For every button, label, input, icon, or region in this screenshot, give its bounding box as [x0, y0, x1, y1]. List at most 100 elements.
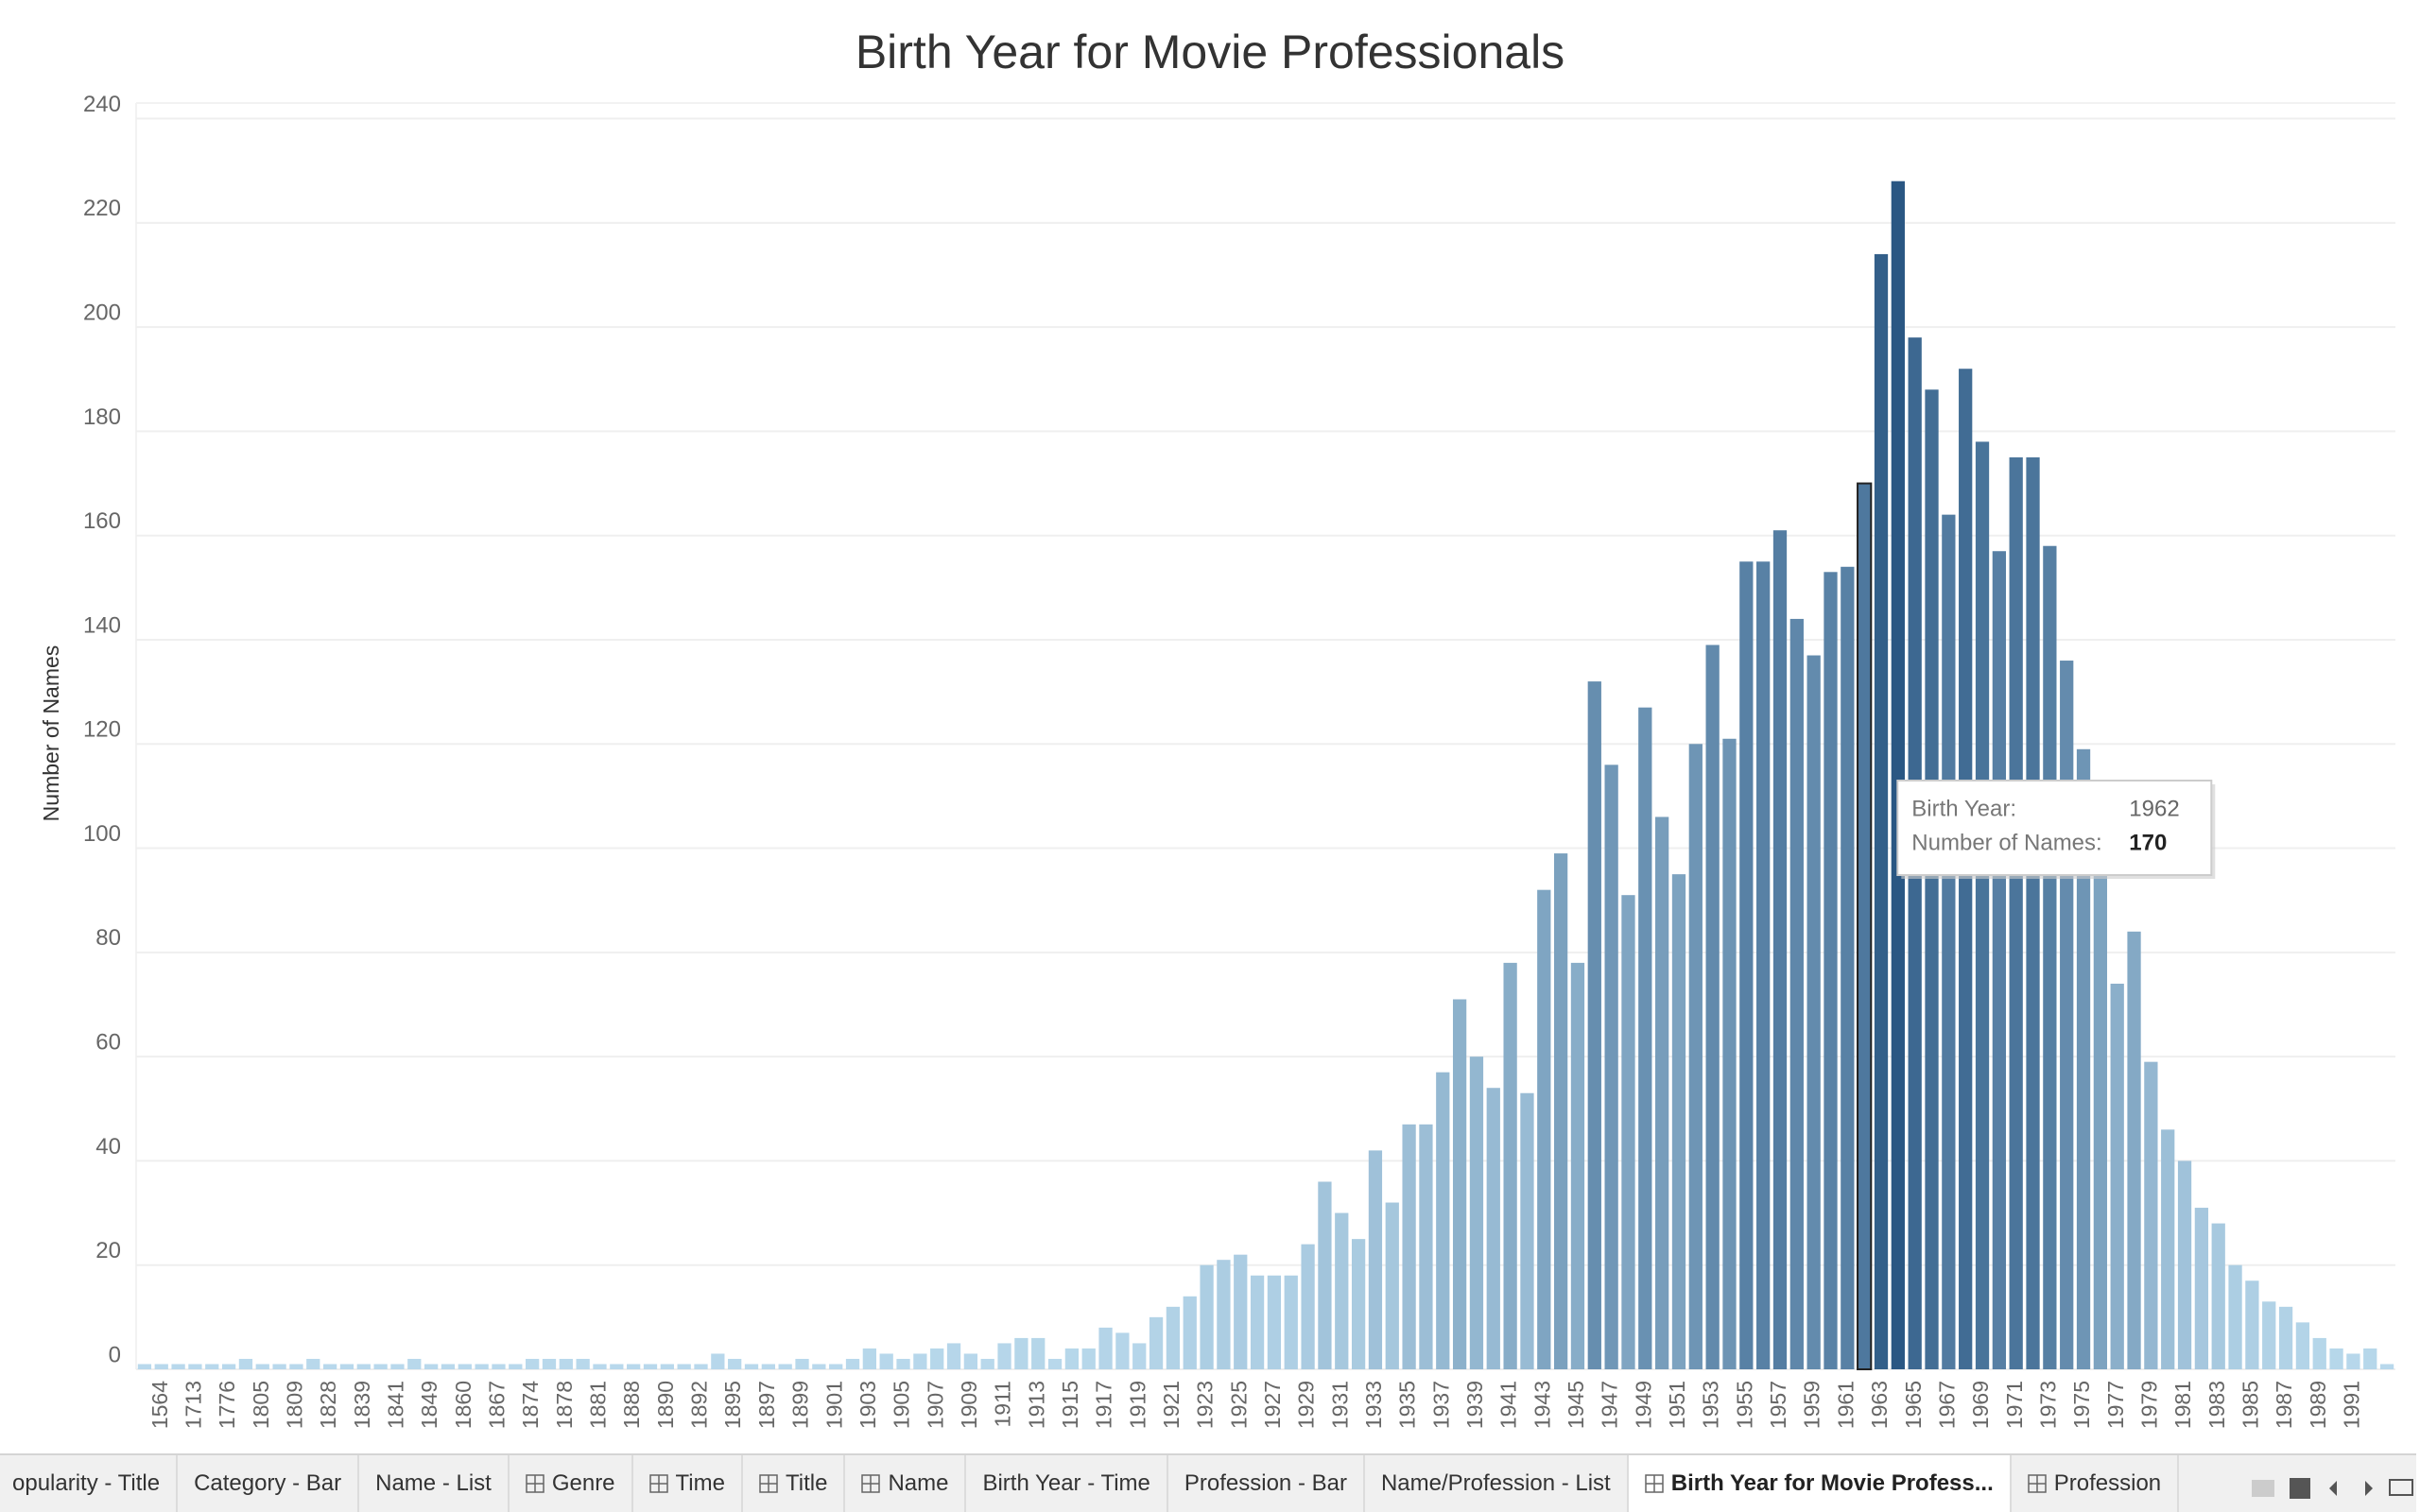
bar	[339, 1364, 354, 1369]
bar	[356, 1364, 371, 1369]
filmstrip-icon[interactable]	[2252, 1480, 2274, 1497]
bar	[1301, 1244, 1315, 1369]
tab-label: Time	[675, 1470, 725, 1496]
x-tick-label: 1989	[2306, 1381, 2330, 1429]
bar	[711, 1353, 725, 1369]
bar	[1621, 895, 1635, 1369]
bar	[1570, 962, 1585, 1369]
bar	[778, 1364, 792, 1369]
bar	[1031, 1337, 1046, 1369]
bar	[2026, 456, 2040, 1369]
y-axis-title: Number of Names	[39, 645, 63, 822]
bar	[744, 1364, 759, 1369]
sheet-tab[interactable]: Name - List	[359, 1455, 510, 1512]
bar	[2245, 1280, 2259, 1369]
x-tick-label: 1925	[1226, 1381, 1251, 1429]
tab-label: Profession - Bar	[1184, 1470, 1347, 1496]
bar	[1874, 253, 1889, 1369]
sheet-tab[interactable]: Birth Year - Time	[966, 1455, 1168, 1512]
bar	[576, 1358, 590, 1369]
bar	[1284, 1275, 1298, 1369]
x-tick-label: 1959	[1800, 1381, 1824, 1429]
bar	[1419, 1124, 1433, 1369]
x-tick-label: 1939	[1462, 1381, 1487, 1429]
bar	[1351, 1239, 1366, 1369]
sheet-tab[interactable]: Genre	[510, 1455, 633, 1512]
bar	[1925, 389, 1939, 1369]
sheet-tab[interactable]: Birth Year for Movie Profess...	[1628, 1455, 2012, 1512]
bar	[542, 1358, 557, 1369]
x-tick-label: 1941	[1496, 1381, 1521, 1429]
tooltip-value: 170	[2129, 830, 2167, 855]
bar	[390, 1364, 405, 1369]
bar	[761, 1364, 775, 1369]
bar	[660, 1364, 674, 1369]
bar	[2177, 1160, 2192, 1369]
bar	[2194, 1208, 2209, 1369]
bar	[1772, 530, 1788, 1369]
bar	[610, 1364, 624, 1369]
y-tick-label: 60	[95, 1029, 121, 1055]
bar	[1671, 874, 1686, 1369]
bar	[1789, 618, 1804, 1369]
bar	[862, 1348, 876, 1369]
bar	[2043, 545, 2057, 1369]
y-tick-label: 80	[95, 925, 121, 951]
bar	[1992, 551, 2006, 1369]
bar	[1739, 561, 1754, 1369]
sheet-tab[interactable]: Name	[845, 1455, 967, 1512]
sheet-tab[interactable]: Name/Profession - List	[1365, 1455, 1629, 1512]
bar	[221, 1364, 236, 1369]
bar	[1891, 180, 1905, 1369]
y-tick-label: 140	[83, 612, 121, 638]
sheet-tab[interactable]: Title	[743, 1455, 846, 1512]
tooltip-label: Number of Names:	[1911, 830, 2101, 855]
bar	[407, 1358, 422, 1369]
x-tick-label: 1917	[1092, 1381, 1116, 1429]
sheet-tab[interactable]: Profession - Bar	[1168, 1455, 1365, 1512]
present-icon[interactable]	[2389, 1479, 2413, 1496]
bar	[2144, 1061, 2158, 1369]
bar	[1587, 681, 1601, 1369]
tab-label: Category - Bar	[194, 1470, 342, 1496]
y-tick-label: 200	[83, 300, 121, 325]
prev-icon[interactable]	[2329, 1481, 2337, 1496]
bar	[2076, 748, 2091, 1369]
x-tick-label: 1878	[552, 1381, 577, 1429]
y-tick-label: 120	[83, 717, 121, 743]
sheet-tab[interactable]: opularity - Title	[0, 1455, 179, 1512]
y-tick-label: 100	[83, 821, 121, 847]
bar	[205, 1364, 219, 1369]
bar	[322, 1364, 337, 1369]
x-tick-label: 1935	[1395, 1381, 1420, 1429]
bar	[1217, 1260, 1231, 1369]
x-tick-label: 1913	[1024, 1381, 1048, 1429]
grid-icon	[861, 1474, 881, 1493]
bar	[829, 1364, 843, 1369]
tab-label: opularity - Title	[12, 1470, 161, 1496]
x-tick-label: 1776	[215, 1381, 239, 1429]
bar	[1520, 1092, 1534, 1369]
sheet-tabs: opularity - Title Category - Bar Name - Li…	[0, 1453, 2416, 1512]
x-tick-label: 1945	[1564, 1381, 1588, 1429]
sheet-tab[interactable]: Category - Bar	[178, 1455, 360, 1512]
sheet-tab[interactable]: Time	[633, 1455, 743, 1512]
bar	[1335, 1212, 1349, 1369]
y-tick-label: 240	[83, 92, 121, 117]
bar	[2110, 983, 2124, 1369]
bar	[1183, 1296, 1197, 1369]
x-tick-label: 1963	[1867, 1381, 1892, 1429]
bar	[238, 1358, 253, 1369]
y-tick-label: 0	[109, 1342, 121, 1367]
bar	[2127, 931, 2141, 1369]
next-icon[interactable]	[2365, 1481, 2373, 1496]
bar	[2346, 1353, 2360, 1369]
tooltip-value: 1962	[2129, 796, 2179, 821]
x-tick-label: 1931	[1327, 1381, 1352, 1429]
tab-label: Genre	[551, 1470, 615, 1496]
tabs-icon[interactable]	[2290, 1478, 2310, 1499]
x-tick-label: 1919	[1125, 1381, 1150, 1429]
x-tick-label: 1965	[1901, 1381, 1926, 1429]
sheet-tab[interactable]: Profession	[2012, 1455, 2180, 1512]
